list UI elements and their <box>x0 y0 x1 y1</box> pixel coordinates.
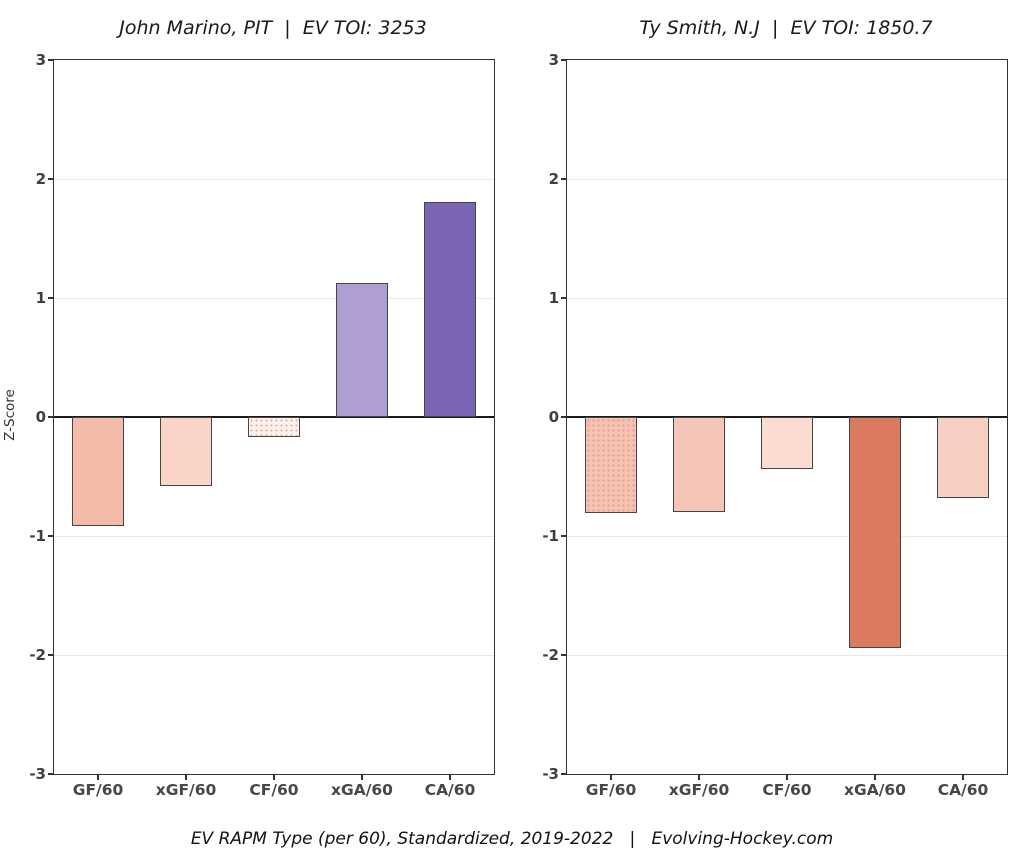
x-tick-mark <box>185 774 187 780</box>
y-tick-mark <box>48 297 54 299</box>
bar-ca60 <box>424 201 476 417</box>
y-tick-mark <box>48 535 54 537</box>
x-tick-mark <box>361 774 363 780</box>
bar-cf60 <box>248 417 300 438</box>
y-tick-label: 2 <box>35 170 46 188</box>
y-tick-label: -1 <box>29 527 46 545</box>
bar-gf60 <box>72 417 124 527</box>
y-tick-label: 3 <box>35 51 46 69</box>
y-tick-label: -2 <box>29 646 46 664</box>
y-tick-mark <box>48 178 54 180</box>
grid-line-y1 <box>567 297 1007 299</box>
chart-panel-ty-smith: 3 2 1 0 -1 -2 -3 GF/60 xGF/60 CF/60 xGA/60 CA/60 <box>542 51 1008 799</box>
y-tick-label: 2 <box>548 170 559 188</box>
y-tick-label: -3 <box>29 765 46 783</box>
panel-title-john-marino: John Marino, PIT | EV TOI: 3253 <box>119 17 427 39</box>
y-tick-label: 1 <box>35 289 46 307</box>
x-tick-label-xgf60: xGF/60 <box>668 781 730 799</box>
bar-gf60 <box>585 417 637 514</box>
y-tick-mark <box>561 535 567 537</box>
grid-line-y2 <box>54 178 494 180</box>
x-tick-mark <box>698 774 700 780</box>
x-tick-mark <box>273 774 275 780</box>
grid-line-y1 <box>54 297 494 299</box>
x-tick-label-xga60: xGA/60 <box>331 781 393 799</box>
x-tick-label-xgf60: xGF/60 <box>155 781 217 799</box>
x-tick-mark <box>962 774 964 780</box>
y-tick-label: -1 <box>542 527 559 545</box>
y-tick-mark <box>48 773 54 775</box>
y-tick-label: -2 <box>542 646 559 664</box>
x-tick-mark <box>449 774 451 780</box>
panel-title-ty-smith: Ty Smith, N.J | EV TOI: 1850.7 <box>639 17 933 39</box>
grid-line-y2 <box>567 178 1007 180</box>
grid-line-y-2 <box>567 654 1007 656</box>
y-tick-label: 3 <box>548 51 559 69</box>
grid-line-y-1 <box>54 535 494 537</box>
y-tick-label: -3 <box>542 765 559 783</box>
bar-xga60 <box>849 417 901 648</box>
y-tick-mark <box>48 59 54 61</box>
bar-xgf60 <box>673 417 725 513</box>
x-tick-mark <box>97 774 99 780</box>
y-tick-mark <box>48 416 54 418</box>
grid-line-y-1 <box>567 535 1007 537</box>
y-tick-label: 1 <box>548 289 559 307</box>
figure-caption: EV RAPM Type (per 60), Standardized, 201… <box>190 829 834 849</box>
x-tick-label-gf60: GF/60 <box>72 781 124 799</box>
bar-ca60 <box>937 417 989 498</box>
chart-panel-john-marino: 3 2 1 0 -1 -2 -3 GF/60 xGF/60 CF/60 xGA/60 CA/60 <box>29 51 495 799</box>
y-tick-label: 0 <box>548 408 559 426</box>
x-tick-label-gf60: GF/60 <box>585 781 637 799</box>
y-tick-mark <box>48 654 54 656</box>
y-tick-mark <box>561 773 567 775</box>
bar-cf60 <box>761 417 813 470</box>
y-tick-mark <box>561 654 567 656</box>
x-tick-mark <box>874 774 876 780</box>
bar-xga60 <box>336 282 388 417</box>
x-tick-mark <box>786 774 788 780</box>
x-tick-mark <box>610 774 612 780</box>
x-tick-label-xga60: xGA/60 <box>844 781 906 799</box>
bar-xgf60 <box>160 417 212 487</box>
x-tick-label-ca60: CA/60 <box>424 781 476 799</box>
grid-line-y-2 <box>54 654 494 656</box>
y-tick-mark <box>561 178 567 180</box>
x-tick-label-cf60: CF/60 <box>249 781 299 799</box>
y-tick-mark <box>561 59 567 61</box>
x-tick-label-ca60: CA/60 <box>937 781 989 799</box>
x-tick-label-cf60: CF/60 <box>762 781 812 799</box>
y-tick-mark <box>561 416 567 418</box>
y-tick-mark <box>561 297 567 299</box>
y-tick-label: 0 <box>35 408 46 426</box>
